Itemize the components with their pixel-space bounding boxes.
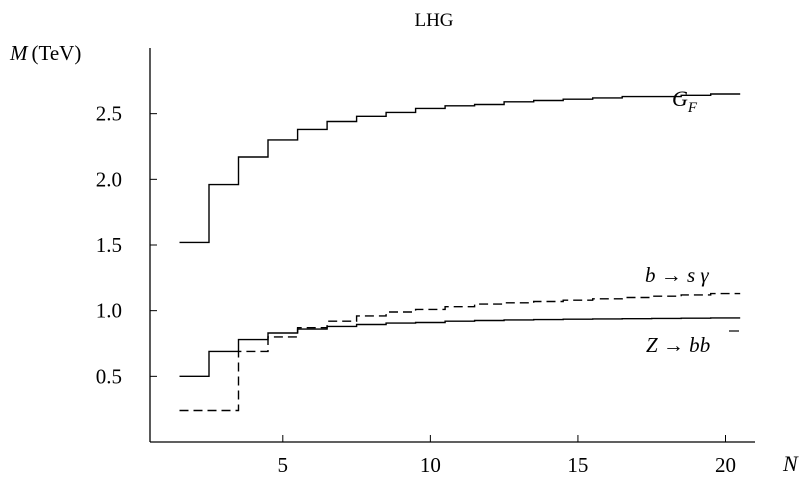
series-label-gf-sub: F [687, 100, 698, 116]
series-line-bsg [179, 292, 741, 412]
series-label-bsg: b → s γ [645, 263, 709, 287]
y-tick-label: 2.0 [96, 167, 122, 191]
x-tick-label: 5 [278, 453, 289, 477]
x-axis-label: N [782, 451, 799, 476]
y-axis-label-symbol: M [9, 41, 29, 65]
series-label-zbb-bar: b [700, 333, 711, 357]
y-tick-label: 0.5 [96, 364, 122, 388]
series-label-gf-main: G [672, 86, 688, 111]
chart-title: LHG [414, 10, 453, 31]
series-label-gf: GF [672, 86, 698, 116]
y-axis-label-unit: (TeV) [32, 41, 82, 65]
axis-ticks: 5 10 15 20 0.5 1.0 1.5 2.0 2.5 [96, 102, 736, 477]
x-tick-label: 20 [715, 453, 736, 477]
y-tick-label: 1.0 [96, 299, 122, 323]
y-axis-label: M (TeV) [9, 41, 81, 65]
y-tick-label: 1.5 [96, 233, 122, 257]
x-tick-label: 10 [420, 453, 441, 477]
series-group [179, 93, 741, 412]
y-tick-label: 2.5 [96, 102, 122, 126]
series-label-zbb-main: Z → b [646, 333, 700, 357]
series-line-gf [179, 93, 741, 244]
series-line-zbb [179, 317, 741, 377]
x-tick-label: 15 [567, 453, 588, 477]
series-label-zbb: Z → bb [646, 333, 710, 357]
